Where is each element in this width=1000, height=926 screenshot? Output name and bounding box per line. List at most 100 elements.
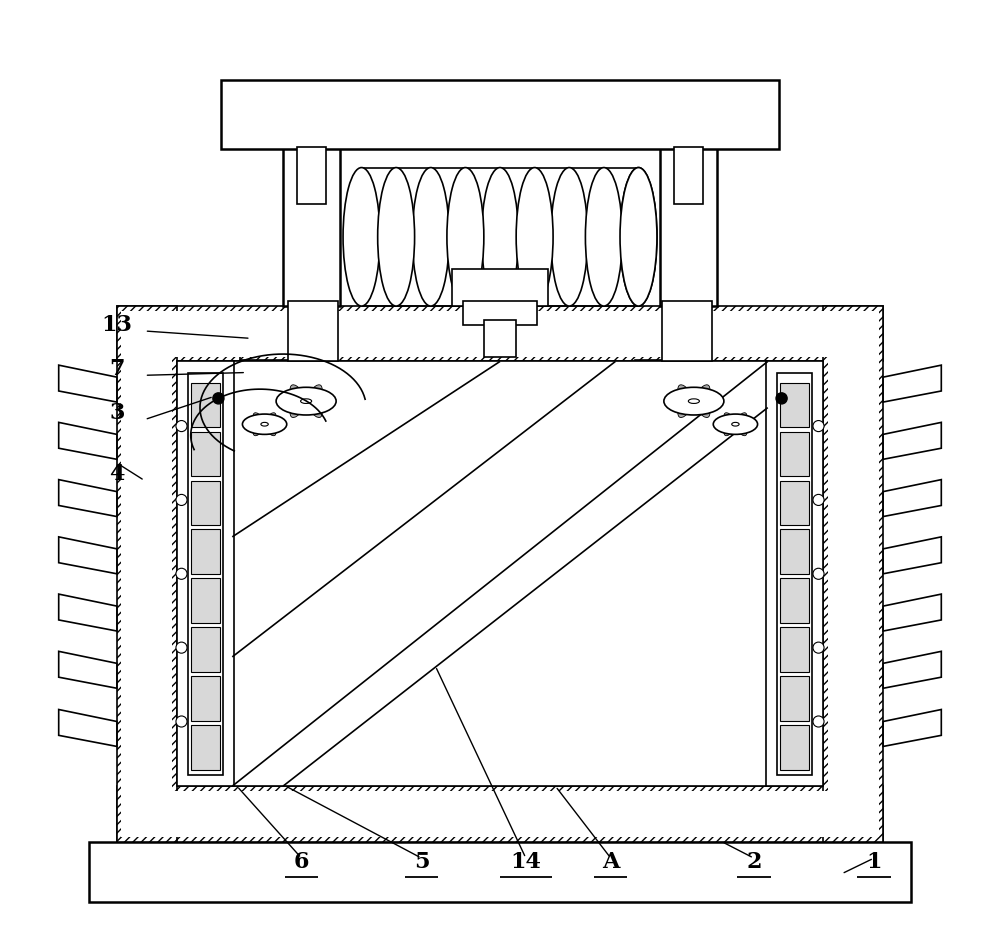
Bar (191, 481, 220, 525)
Ellipse shape (343, 168, 380, 307)
Polygon shape (59, 480, 117, 517)
Circle shape (813, 420, 824, 432)
Bar (780, 530, 809, 574)
Polygon shape (59, 651, 117, 688)
Bar (674, 147, 703, 205)
Circle shape (176, 642, 187, 653)
Ellipse shape (620, 168, 657, 307)
Polygon shape (59, 537, 117, 574)
Polygon shape (883, 480, 941, 517)
Ellipse shape (551, 168, 588, 307)
Bar (191, 725, 220, 770)
Bar (191, 382, 220, 427)
Ellipse shape (713, 414, 758, 434)
Polygon shape (59, 594, 117, 631)
Polygon shape (883, 651, 941, 688)
Ellipse shape (244, 420, 261, 429)
Bar (117, 307, 177, 842)
Ellipse shape (739, 420, 756, 429)
Circle shape (813, 716, 824, 727)
Bar (463, 302, 537, 324)
Bar (780, 382, 809, 427)
Ellipse shape (242, 414, 287, 434)
Ellipse shape (678, 385, 693, 407)
Ellipse shape (678, 396, 693, 418)
Bar (121, 310, 879, 357)
Bar (777, 372, 812, 775)
Ellipse shape (412, 168, 449, 307)
Ellipse shape (253, 413, 264, 428)
Bar (232, 361, 768, 786)
Ellipse shape (261, 422, 268, 426)
Text: 5: 5 (414, 851, 429, 873)
Bar (221, 80, 779, 149)
Bar (297, 147, 326, 205)
Text: 14: 14 (510, 851, 541, 873)
Text: 2: 2 (746, 851, 762, 873)
Polygon shape (59, 422, 117, 459)
Bar (780, 481, 809, 525)
Ellipse shape (715, 420, 732, 429)
Polygon shape (883, 709, 941, 746)
Ellipse shape (688, 399, 699, 404)
Circle shape (813, 494, 824, 506)
Bar (191, 579, 220, 622)
Circle shape (813, 642, 824, 653)
Text: 1: 1 (866, 851, 882, 873)
Circle shape (176, 420, 187, 432)
Ellipse shape (664, 387, 724, 415)
Bar (828, 310, 879, 837)
Ellipse shape (695, 385, 710, 407)
Bar (780, 432, 809, 476)
Ellipse shape (307, 385, 322, 407)
Bar (283, 107, 340, 307)
Circle shape (776, 393, 787, 404)
Ellipse shape (482, 168, 518, 307)
Ellipse shape (516, 168, 553, 307)
Bar (780, 627, 809, 671)
Bar (660, 107, 717, 307)
Bar (780, 579, 809, 622)
Text: 13: 13 (101, 314, 132, 335)
Text: 4: 4 (109, 463, 125, 485)
Polygon shape (59, 365, 117, 402)
Ellipse shape (276, 387, 336, 415)
Bar (484, 319, 516, 357)
Bar (117, 307, 883, 361)
Ellipse shape (265, 420, 276, 436)
Bar (191, 627, 220, 671)
Bar (89, 842, 911, 902)
Bar (288, 302, 338, 361)
Ellipse shape (695, 396, 710, 418)
Circle shape (176, 569, 187, 580)
Ellipse shape (253, 420, 264, 436)
Ellipse shape (736, 413, 747, 428)
Text: A: A (602, 851, 619, 873)
Text: 6: 6 (294, 851, 309, 873)
Bar (188, 372, 223, 775)
Ellipse shape (311, 395, 335, 407)
Ellipse shape (732, 422, 739, 426)
Bar (177, 361, 234, 786)
Ellipse shape (620, 168, 657, 307)
Text: 7: 7 (109, 358, 125, 380)
Ellipse shape (736, 420, 747, 436)
Ellipse shape (307, 396, 322, 418)
Bar (191, 676, 220, 720)
Ellipse shape (585, 168, 622, 307)
Polygon shape (883, 537, 941, 574)
Circle shape (213, 393, 224, 404)
Bar (823, 307, 883, 842)
Ellipse shape (268, 420, 285, 429)
Ellipse shape (698, 395, 722, 407)
Bar (662, 302, 712, 361)
Bar (117, 786, 883, 842)
Bar (780, 725, 809, 770)
Polygon shape (59, 709, 117, 746)
Ellipse shape (724, 413, 735, 428)
Ellipse shape (724, 420, 735, 436)
Polygon shape (883, 594, 941, 631)
Polygon shape (883, 365, 941, 402)
Bar (191, 530, 220, 574)
Bar (121, 310, 172, 837)
